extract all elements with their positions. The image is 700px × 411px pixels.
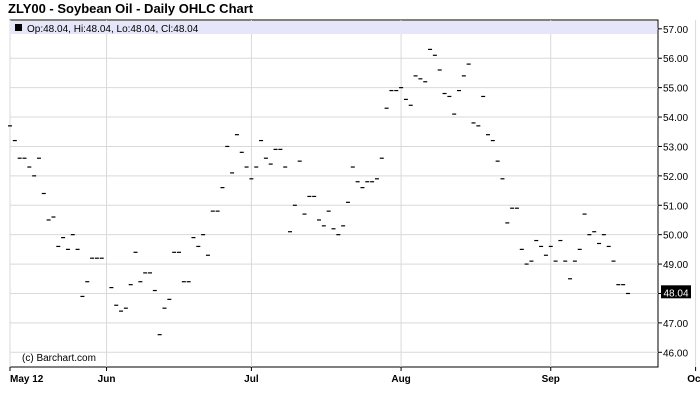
y-tick-label: 53.00 xyxy=(663,142,688,153)
y-axis: 46.0047.0048.0049.0050.0051.0052.0053.00… xyxy=(658,25,688,359)
y-tick-label: 51.00 xyxy=(663,201,688,212)
legend-bar xyxy=(11,21,657,34)
legend-close: Cl:48.04 xyxy=(161,24,199,35)
chart-title: ZLY00 - Soybean Oil - Daily OHLC Chart xyxy=(8,1,254,16)
legend-low: Lo:48.04 xyxy=(117,24,156,35)
y-tick-label: 54.00 xyxy=(663,113,688,124)
last-price-label: 48.04 xyxy=(663,288,688,299)
legend-open: Op:48.04 xyxy=(27,24,69,35)
x-tick-label: Jul xyxy=(244,374,259,385)
y-tick-label: 55.00 xyxy=(663,84,688,95)
x-tick-label: Aug xyxy=(391,374,410,385)
ohlc-bars xyxy=(8,48,630,336)
y-tick-label: 52.00 xyxy=(663,172,688,183)
credit-text: (c) Barchart.com xyxy=(22,353,96,364)
x-tick-label: Oct xyxy=(687,374,700,385)
y-tick-label: 47.00 xyxy=(663,319,688,330)
y-tick-label: 57.00 xyxy=(663,25,688,36)
x-tick-label: Jun xyxy=(98,374,116,385)
last-price-marker: 48.04 xyxy=(661,285,691,299)
legend-ohlc: Op:48.04, Hi:48.04, Lo:48.04, Cl:48.04 xyxy=(27,24,199,35)
x-tick-label: May 12 xyxy=(10,374,44,385)
y-tick-label: 49.00 xyxy=(663,260,688,271)
legend-high: Hi:48.04 xyxy=(74,24,112,35)
y-tick-label: 46.00 xyxy=(663,348,688,359)
plot-frame xyxy=(9,19,659,368)
x-tick-label: Sep xyxy=(542,374,560,385)
y-tick-label: 56.00 xyxy=(663,54,688,65)
legend-marker xyxy=(15,24,22,31)
x-axis: May 12 Jun Jul Aug Sep Oct xyxy=(9,367,700,385)
y-tick-label: 50.00 xyxy=(663,231,688,242)
